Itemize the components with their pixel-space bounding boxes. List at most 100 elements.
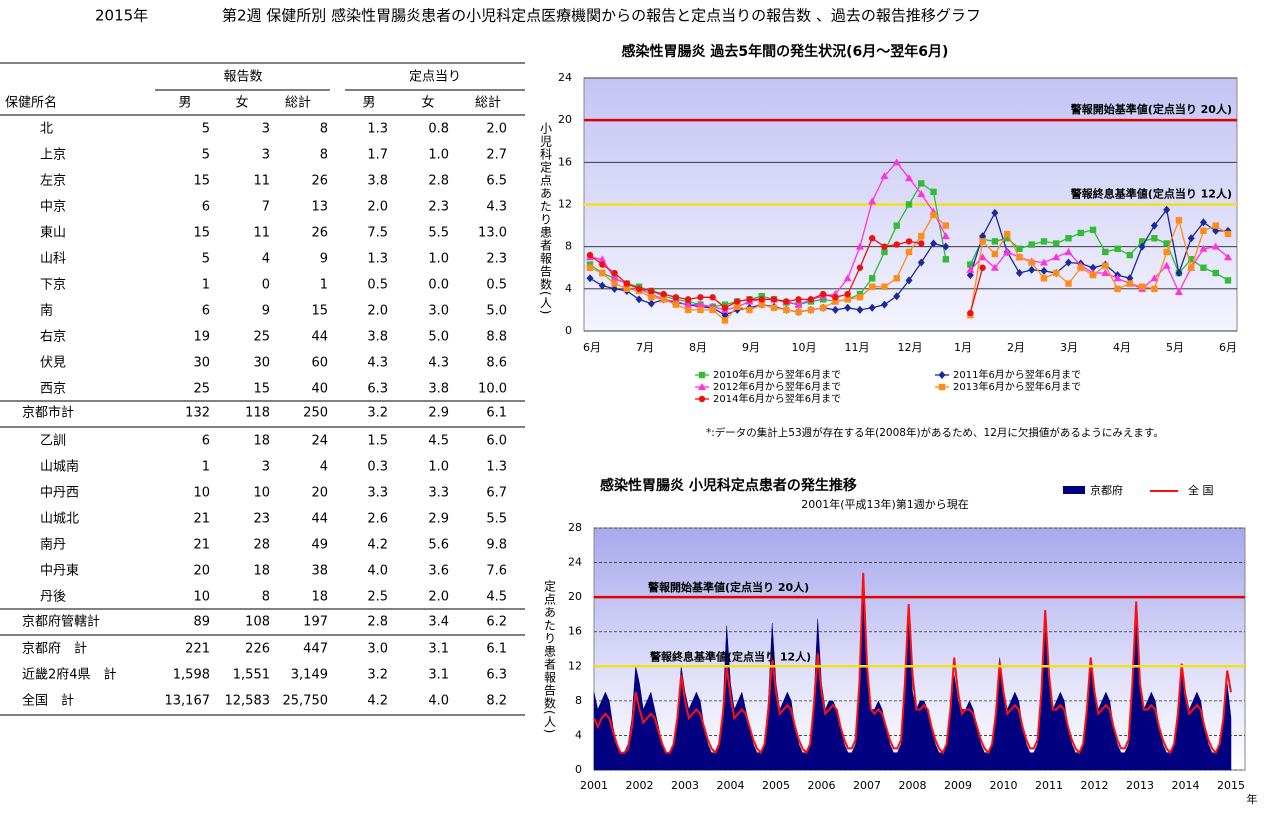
cell: 20 xyxy=(311,486,328,501)
marker xyxy=(1015,269,1023,278)
reference-label: 警報終息基準値(定点当り 12人) xyxy=(1070,187,1232,201)
row-name: 北 xyxy=(40,122,53,137)
marker xyxy=(795,296,802,303)
marker xyxy=(770,296,778,303)
cell: 8.2 xyxy=(486,694,507,709)
cell: 15 xyxy=(253,382,270,397)
x-tick-label: 3月 xyxy=(1060,341,1078,354)
marker xyxy=(868,235,876,242)
marker xyxy=(721,317,729,324)
marker xyxy=(881,243,888,250)
row-name: 山科 xyxy=(40,252,66,267)
cell: 24 xyxy=(311,434,328,449)
cell: 1.7 xyxy=(367,148,388,163)
cell: 10 xyxy=(193,590,210,605)
marker xyxy=(990,263,999,271)
cell: 19 xyxy=(193,330,210,345)
cell: 3.4 xyxy=(428,615,449,630)
marker xyxy=(1163,248,1170,256)
cell: 447 xyxy=(303,642,328,657)
marker xyxy=(1187,256,1195,263)
legend-swatch xyxy=(1063,486,1085,494)
cell: 6.3 xyxy=(486,668,507,683)
marker xyxy=(1114,285,1121,293)
cell: 5.5 xyxy=(486,512,507,527)
reference-label: 警報開始基準値(定点当り 20人) xyxy=(1070,102,1232,116)
marker xyxy=(1224,253,1232,261)
cell: 10 xyxy=(193,486,210,501)
cell: 0.5 xyxy=(367,278,388,293)
marker xyxy=(1040,275,1048,282)
marker xyxy=(844,303,852,312)
cell: 132 xyxy=(185,406,210,421)
series-line xyxy=(593,572,1232,755)
marker xyxy=(698,383,706,390)
cell: 2.6 xyxy=(367,512,388,527)
cell: 10.0 xyxy=(478,382,507,397)
year: 2015年 xyxy=(95,7,148,25)
cell: 12,583 xyxy=(225,694,271,709)
cell: 2.3 xyxy=(428,200,449,215)
marker xyxy=(1053,240,1060,247)
reference-label: 警報終息基準値(定点当り 12人) xyxy=(649,649,811,663)
page-title: 第2週 保健所別 感染性胃腸炎患者の小児科定点医療機関からの報告と定点当りの報告… xyxy=(222,7,981,25)
legend-label: 2011年6月から翌年6月まで xyxy=(953,368,1081,381)
cell: 18 xyxy=(253,434,270,449)
cell: 1 xyxy=(320,278,328,293)
marker xyxy=(684,296,692,303)
row-name: 南 xyxy=(40,303,53,319)
x-tick-label: 12月 xyxy=(898,341,923,354)
row-name: 近畿2府4県 計 xyxy=(22,667,117,683)
marker xyxy=(1053,269,1060,277)
cell: 2.0 xyxy=(428,590,449,605)
marker xyxy=(819,290,827,298)
cell: 26 xyxy=(311,174,328,189)
cell: 4.0 xyxy=(428,694,449,709)
legend-label: 京都府 xyxy=(1090,483,1123,497)
marker xyxy=(1199,244,1208,252)
cell: 30 xyxy=(253,356,270,371)
marker xyxy=(1089,263,1097,272)
cell: 1.3 xyxy=(367,252,388,267)
marker xyxy=(647,299,655,308)
marker xyxy=(598,255,607,263)
cell: 1,551 xyxy=(233,668,270,683)
cell: 1.3 xyxy=(486,460,507,475)
marker xyxy=(1003,235,1011,242)
x-tick-label: 2006 xyxy=(808,779,836,792)
row-name: 乙訓 xyxy=(40,433,66,449)
legend-label: 2014年6月から翌年6月まで xyxy=(713,392,841,405)
marker xyxy=(586,274,594,283)
cell: 226 xyxy=(245,642,270,657)
marker xyxy=(807,306,815,314)
marker xyxy=(930,211,937,219)
x-tick-label: 2003 xyxy=(671,779,699,792)
marker xyxy=(697,306,704,314)
marker xyxy=(1151,285,1158,293)
cell: 25,750 xyxy=(283,694,329,709)
marker xyxy=(991,208,999,217)
marker xyxy=(794,300,803,308)
cell: 38 xyxy=(311,564,328,579)
marker xyxy=(1089,226,1097,233)
marker xyxy=(979,238,986,245)
cell: 11 xyxy=(253,226,270,241)
marker xyxy=(758,301,765,308)
cell: 2.7 xyxy=(486,148,507,163)
marker xyxy=(930,188,937,196)
marker xyxy=(991,250,999,258)
marker xyxy=(1102,248,1109,256)
cell: 2.8 xyxy=(367,615,388,630)
cell: 18 xyxy=(311,590,328,605)
marker xyxy=(598,281,606,290)
cell: 6 xyxy=(202,434,210,449)
row-name: 山城北 xyxy=(40,512,79,527)
marker xyxy=(1224,277,1232,284)
cell: 3.1 xyxy=(428,668,449,683)
y-tick-label: 28 xyxy=(568,521,582,534)
marker xyxy=(672,294,680,301)
cell: 250 xyxy=(303,406,328,421)
cell: 20 xyxy=(193,564,210,579)
marker xyxy=(1212,226,1220,235)
cell: 13.0 xyxy=(478,226,507,241)
